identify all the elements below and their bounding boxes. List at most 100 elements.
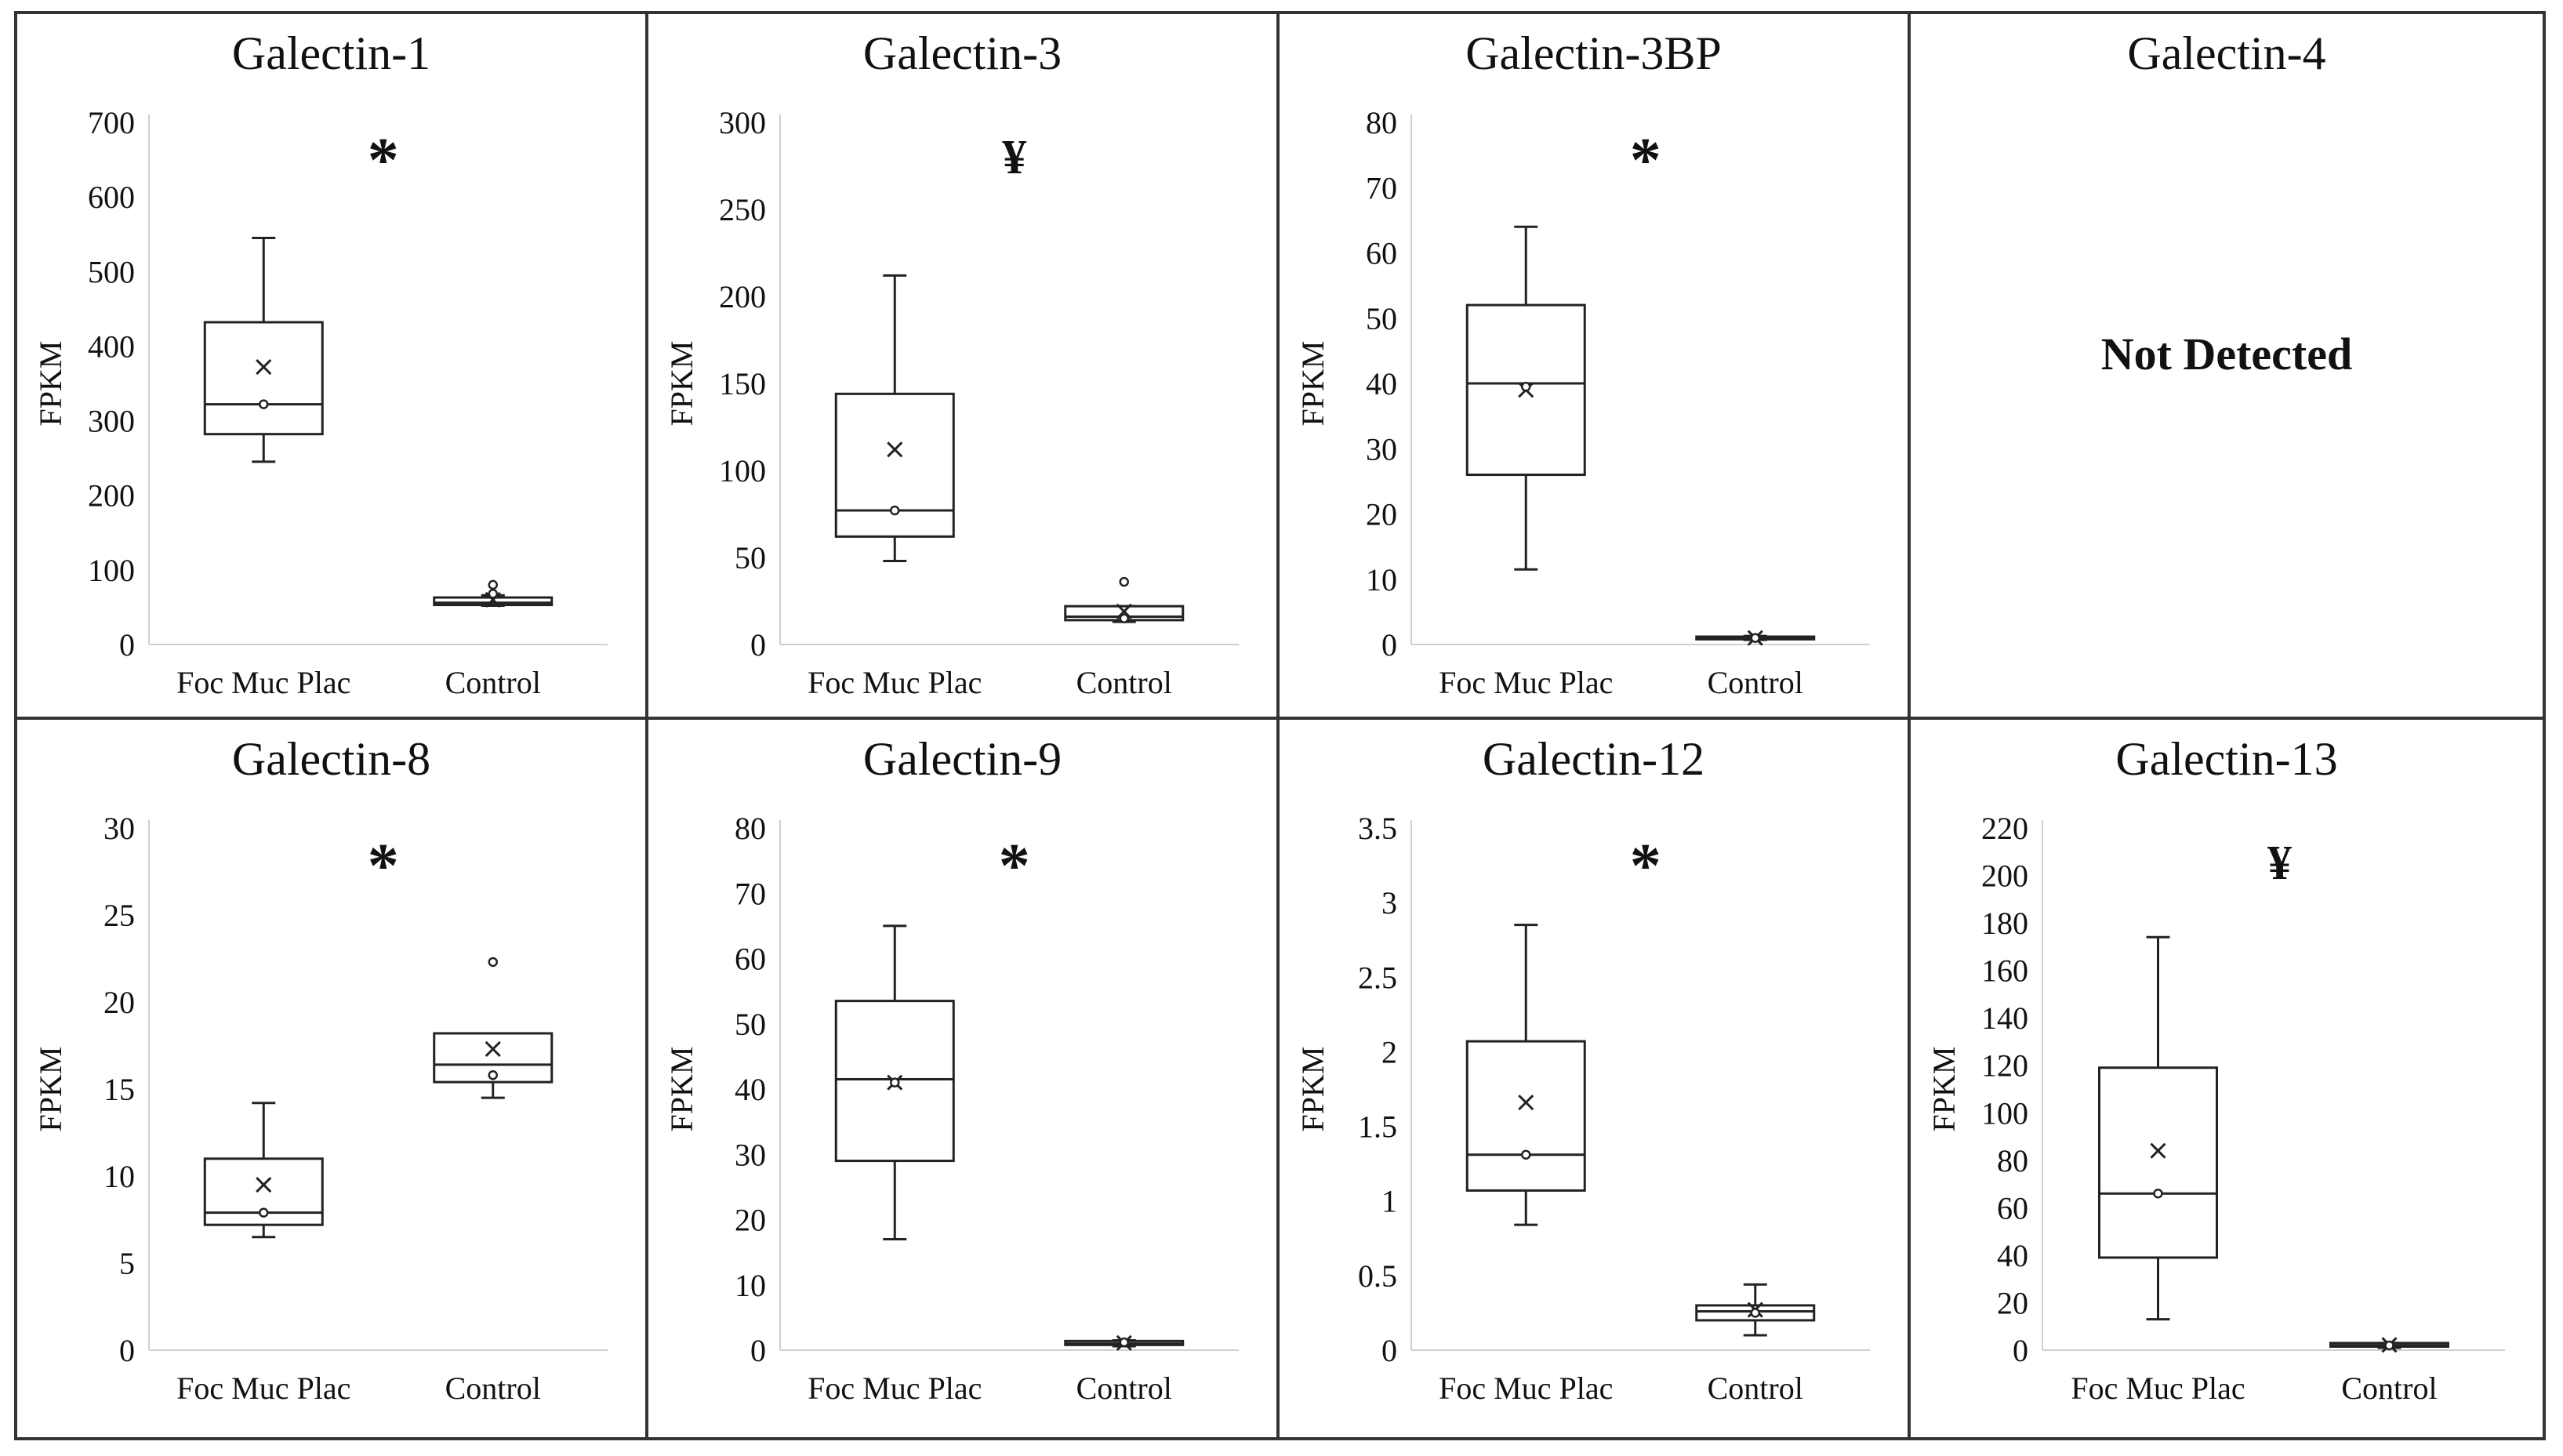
not-detected-label: Not Detected <box>2101 329 2352 379</box>
y-tick-label: 0 <box>750 1333 766 1368</box>
data-point <box>890 505 900 516</box>
y-tick-label: 10 <box>103 1159 135 1194</box>
y-tick-label: 60 <box>1366 236 1397 271</box>
chart-title: Galectin-8 <box>232 733 430 785</box>
y-tick-label: 30 <box>735 1137 766 1172</box>
y-tick-label: 0 <box>750 627 766 663</box>
y-tick-label: 30 <box>1366 431 1397 467</box>
y-tick-label: 50 <box>735 1007 766 1042</box>
y-tick-label: 100 <box>88 553 135 588</box>
y-tick-label: 200 <box>719 279 766 314</box>
chart-title: Galectin-12 <box>1483 733 1704 785</box>
panel-galectin-8: Galectin-8 0 5 10 15 20 25 30 FPKM Foc Muc Plac Co… <box>14 717 648 1440</box>
y-tick-label: 120 <box>1981 1048 2028 1084</box>
y-tick-label: 10 <box>735 1268 766 1303</box>
chart-title: Galectin-9 <box>863 733 1062 785</box>
y-tick-label: 50 <box>1366 301 1397 336</box>
y-tick-label: 0 <box>1381 1333 1397 1368</box>
y-tick-label: 2 <box>1381 1034 1397 1069</box>
y-tick-label: 20 <box>1997 1285 2028 1320</box>
y-tick-label: 20 <box>735 1203 766 1238</box>
mean-marker <box>2150 1142 2166 1159</box>
y-tick-label: 0 <box>2013 1333 2028 1368</box>
significance-mark: * <box>999 832 1030 901</box>
panel-galectin-3: Galectin-3 0 50 100 150 200 250 300 FPKM Foc Muc … <box>645 11 1280 720</box>
box-control <box>1064 576 1185 623</box>
box-foc-muc-plac <box>834 274 955 562</box>
significance-mark: * <box>1630 832 1661 901</box>
mean-marker <box>485 1040 501 1058</box>
significance-mark: * <box>368 126 399 195</box>
box-foc-muc-plac <box>1465 225 1586 571</box>
box-control <box>1064 1334 1185 1351</box>
iqr-box <box>1465 1040 1586 1192</box>
outlier-point <box>1119 576 1129 587</box>
y-tick-label: 180 <box>1981 906 2028 941</box>
mean-marker <box>1116 603 1132 619</box>
y-axis-label: FPKM <box>33 1047 68 1132</box>
y-tick-label: 0 <box>119 627 135 663</box>
x-tick-label: Foc Muc Plac <box>1439 1371 1613 1406</box>
y-tick-label: 140 <box>1981 1000 2028 1036</box>
chart-title: Galectin-1 <box>232 27 430 79</box>
y-tick-label: 50 <box>735 540 766 576</box>
box-control <box>433 957 554 1099</box>
y-tick-label: 0.5 <box>1358 1258 1397 1294</box>
x-tick-label: Control <box>445 665 541 700</box>
data-point <box>1521 1149 1531 1160</box>
data-point <box>1119 1337 1129 1348</box>
panel-galectin-13: Galectin-13 0 20 40 60 80 100 120 140 160 180 200 22… <box>1908 717 2546 1440</box>
box-control <box>433 579 554 608</box>
significance-mark: ¥ <box>2267 837 2292 890</box>
mean-marker <box>887 441 903 458</box>
y-tick-label: 700 <box>88 105 135 140</box>
data-point <box>2153 1188 2163 1199</box>
y-tick-label: 500 <box>88 254 135 289</box>
y-tick-label: 60 <box>735 942 766 977</box>
y-tick-label: 25 <box>103 898 135 933</box>
y-tick-label: 160 <box>1981 953 2028 989</box>
x-tick-label: Foc Muc Plac <box>176 665 350 700</box>
box-foc-muc-plac <box>203 1102 324 1239</box>
y-tick-label: 10 <box>1366 562 1397 597</box>
y-tick-label: 80 <box>735 811 766 846</box>
outlier-point <box>488 579 498 590</box>
y-tick-label: 3.5 <box>1358 811 1397 846</box>
y-tick-label: 200 <box>88 478 135 514</box>
y-axis-label: FPKM <box>664 1047 699 1132</box>
chart-title: Galectin-3BP <box>1465 27 1722 79</box>
iqr-box <box>2098 1066 2218 1259</box>
y-axis-label: FPKM <box>33 341 68 427</box>
y-tick-label: 40 <box>735 1072 766 1107</box>
panel-galectin-9: Galectin-9 0 10 20 30 40 50 60 70 80 FPKM Foc Muc P… <box>645 717 1280 1440</box>
y-tick-label: 70 <box>1366 170 1397 205</box>
panel-galectin-1: Galectin-1 0 100 200 300 400 500 600 700 FPKM Foc … <box>14 11 648 720</box>
data-point <box>488 589 498 599</box>
chart-title: Galectin-3 <box>863 27 1062 79</box>
y-tick-label: 300 <box>719 105 766 140</box>
chart-title: Galectin-13 <box>2115 733 2337 785</box>
box-foc-muc-plac <box>1465 924 1586 1226</box>
mean-marker <box>1518 1095 1534 1111</box>
chart-title: Galectin-4 <box>2127 27 2325 79</box>
significance-mark: ¥ <box>1002 131 1026 184</box>
y-tick-label: 5 <box>119 1246 135 1281</box>
y-tick-label: 80 <box>1997 1143 2028 1178</box>
data-point <box>1119 613 1129 623</box>
y-tick-label: 30 <box>103 811 135 846</box>
mean-marker <box>256 359 272 376</box>
data-point <box>1750 633 1760 643</box>
y-tick-label: 100 <box>1981 1095 2028 1131</box>
box-foc-muc-plac <box>834 924 955 1240</box>
y-axis-label: FPKM <box>1295 341 1331 427</box>
outlier-point <box>488 957 498 968</box>
box-control <box>1695 1283 1816 1337</box>
y-tick-label: 220 <box>1981 811 2028 846</box>
y-axis-label: FPKM <box>1926 1047 1962 1132</box>
data-point <box>2384 1340 2394 1351</box>
data-point <box>259 399 269 409</box>
data-point <box>890 1077 900 1087</box>
x-tick-label: Control <box>1076 1371 1172 1406</box>
x-tick-label: Control <box>445 1371 541 1406</box>
